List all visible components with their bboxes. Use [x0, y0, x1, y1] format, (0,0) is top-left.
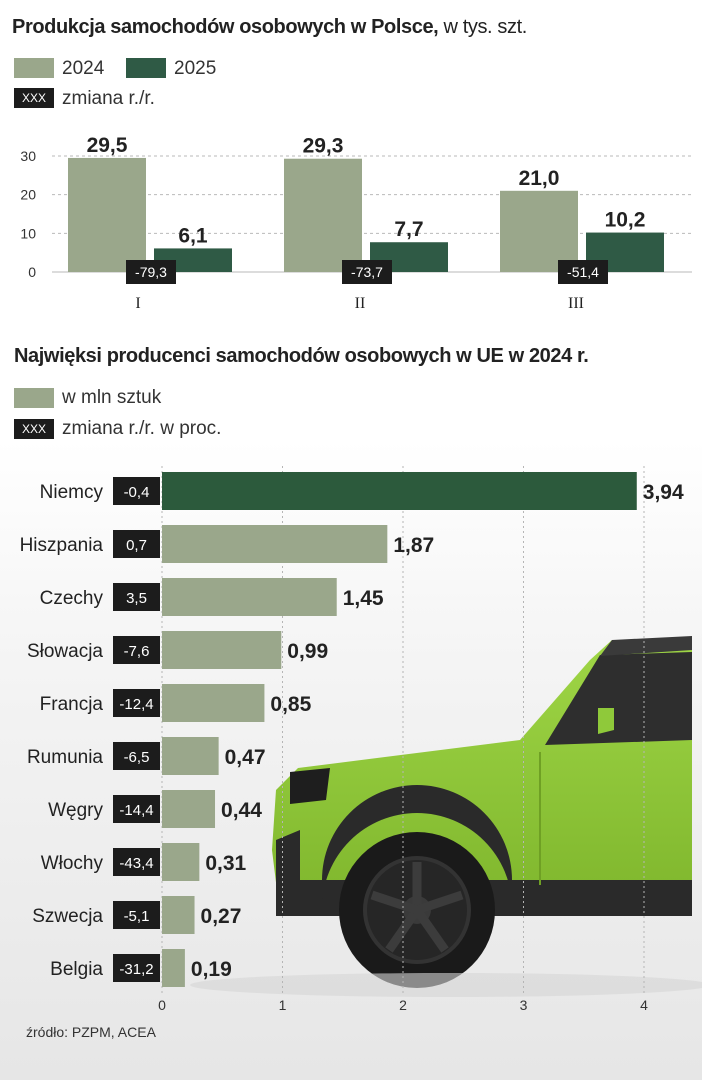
- change-box: [126, 260, 176, 284]
- bar-value-label-2024: 29,3: [303, 135, 344, 158]
- x-category-label: III: [568, 295, 584, 312]
- legend-label-mln: w mln sztuk: [62, 387, 162, 408]
- bar-value-label-2024: 21,0: [519, 167, 560, 190]
- bar: [162, 525, 388, 563]
- bar-value-label: 1,87: [393, 534, 434, 557]
- change-box: [113, 530, 160, 558]
- change-label: -12,4: [119, 696, 153, 713]
- bar-value-label-2025: 7,7: [394, 218, 423, 241]
- bar-value-label-2024: 29,5: [87, 134, 128, 157]
- change-label: 3,5: [126, 590, 147, 607]
- bar: [162, 843, 200, 881]
- change-label: -43,4: [119, 855, 153, 872]
- bar: [162, 737, 219, 775]
- legend-swatch-2025: [126, 58, 166, 78]
- y-tick-label: 30: [20, 148, 36, 164]
- bar: [162, 896, 195, 934]
- category-label: Francja: [40, 694, 104, 715]
- bar: [162, 472, 637, 510]
- x-tick-label: 0: [158, 997, 166, 1013]
- bar: [162, 631, 282, 669]
- legend-swatch-2024: [14, 58, 54, 78]
- bar-2024: [284, 158, 362, 272]
- change-box: [113, 954, 160, 982]
- legend-swatch-mln: [14, 388, 54, 408]
- change-box: [558, 260, 608, 284]
- change-box: [113, 742, 160, 770]
- change-label: -7,6: [124, 643, 150, 660]
- legend-label-2024: 2024: [62, 58, 105, 79]
- bar-value-label: 1,45: [343, 587, 384, 610]
- x-tick-label: 1: [279, 997, 287, 1013]
- change-label: -6,5: [124, 749, 150, 766]
- y-tick-label: 20: [20, 187, 36, 203]
- bar-value-label-2025: 6,1: [178, 224, 208, 247]
- legend-change-label-2: zmiana r./r. w proc.: [62, 418, 222, 439]
- change-label: -5,1: [124, 908, 150, 925]
- change-box: [113, 583, 160, 611]
- category-label: Rumunia: [27, 747, 103, 768]
- y-tick-label: 10: [20, 225, 36, 241]
- change-label: -31,2: [119, 961, 153, 978]
- category-label: Włochy: [41, 853, 104, 874]
- bar: [162, 684, 265, 722]
- change-box: [113, 848, 160, 876]
- category-label: Słowacja: [27, 641, 103, 662]
- legend-change-swatch: XXX: [14, 88, 54, 108]
- chart1-title: Produkcja samochodów osobowych w Polsce,…: [12, 16, 528, 38]
- category-label: Szwecja: [32, 906, 103, 927]
- bar-value-label: 3,94: [643, 481, 684, 504]
- y-tick-label: 0: [28, 264, 36, 280]
- bar: [162, 949, 185, 987]
- bar-value-label: 0,44: [221, 799, 262, 822]
- change-label: 0,7: [126, 537, 147, 554]
- x-category-label: I: [135, 295, 140, 312]
- legend-change-label: zmiana r./r.: [62, 88, 155, 109]
- change-box: [342, 260, 392, 284]
- bar-value-label-2025: 10,2: [605, 209, 646, 232]
- category-label: Belgia: [50, 959, 103, 980]
- change-box: [113, 477, 160, 505]
- bar: [162, 790, 216, 828]
- x-tick-label: 4: [640, 997, 648, 1013]
- chart2-title: Najwięksi producenci samochodów osobowyc…: [14, 345, 589, 367]
- category-label: Czechy: [40, 588, 104, 609]
- legend-label-2025: 2025: [174, 58, 217, 79]
- chart1-subtitle: w tys. szt.: [443, 16, 528, 38]
- category-label: Węgry: [48, 800, 103, 821]
- x-tick-label: 2: [399, 997, 407, 1013]
- change-box: [113, 636, 160, 664]
- bar-2024: [68, 157, 146, 272]
- bar-value-label: 0,85: [270, 693, 311, 716]
- source-note: źródło: PZPM, ACEA: [26, 1024, 156, 1040]
- bar-value-label: 0,27: [201, 905, 242, 928]
- change-label: -14,4: [119, 802, 153, 819]
- bar-value-label: 0,99: [287, 640, 328, 663]
- bar-2024: [500, 190, 578, 272]
- change-label: -79,3: [135, 264, 167, 280]
- category-label: Hiszpania: [20, 535, 104, 556]
- category-label: Niemcy: [40, 482, 104, 503]
- change-label: -0,4: [124, 484, 150, 501]
- legend-change-swatch-2: XXX: [14, 419, 54, 439]
- change-label: -51,4: [567, 264, 599, 280]
- bar-value-label: 0,19: [191, 958, 232, 981]
- change-box: [113, 901, 160, 929]
- change-label: -73,7: [351, 264, 383, 280]
- change-box: [113, 689, 160, 717]
- change-box: [113, 795, 160, 823]
- bar-value-label: 0,47: [225, 746, 266, 769]
- x-category-label: II: [355, 295, 366, 312]
- bar: [162, 578, 337, 616]
- bar-value-label: 0,31: [205, 852, 246, 875]
- x-tick-label: 3: [520, 997, 528, 1013]
